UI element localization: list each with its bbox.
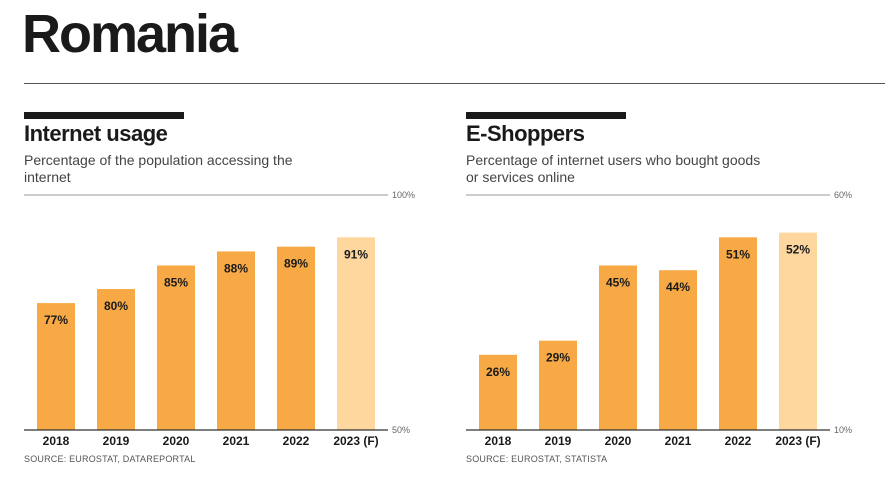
x-tick-label: 2019 xyxy=(545,434,572,448)
chart-subtitle: Percentage of the population accessing t… xyxy=(24,152,293,185)
chart-title: E-Shoppers xyxy=(466,121,585,146)
y-tick-label: 100% xyxy=(392,190,415,200)
data-label: 26% xyxy=(486,365,510,379)
e-shoppers-panel: E-Shoppers Percentage of internet users … xyxy=(466,112,866,472)
x-tick-label: 2020 xyxy=(163,434,190,448)
data-label: 52% xyxy=(786,243,810,257)
x-tick-label: 2018 xyxy=(485,434,512,448)
x-tick-label: 2023 (F) xyxy=(333,434,378,448)
x-tick-label: 2020 xyxy=(605,434,632,448)
data-label: 88% xyxy=(224,261,248,275)
bar xyxy=(599,265,637,430)
bar xyxy=(719,237,757,430)
bar xyxy=(217,251,255,430)
data-label: 91% xyxy=(344,247,368,261)
data-label: 89% xyxy=(284,257,308,271)
data-label: 29% xyxy=(546,351,570,365)
chart-source: SOURCE: EUROSTAT, DATAREPORTAL xyxy=(24,454,196,464)
page-title: Romania xyxy=(22,4,238,64)
bar xyxy=(37,303,75,430)
e-shoppers-chart: 60% 26% 2018 29% 2019 45% 2020 44% 2021 51% 2022 52… xyxy=(466,190,852,448)
data-label: 44% xyxy=(666,280,690,294)
bar xyxy=(277,246,315,430)
chart-source: SOURCE: EUROSTAT, STATISTA xyxy=(466,454,608,464)
data-label: 80% xyxy=(104,299,128,313)
data-label: 45% xyxy=(606,276,630,290)
y-tick-label: 60% xyxy=(834,190,852,200)
chart-title: Internet usage xyxy=(24,121,168,146)
x-tick-label: 2021 xyxy=(223,434,250,448)
bar xyxy=(539,340,577,430)
internet-usage-chart: 100% 77% 2018 80% 2019 85% 2020 88% 2021 89% 2022 9… xyxy=(24,190,415,448)
x-tick-label: 2019 xyxy=(103,434,130,448)
x-tick-label: 2021 xyxy=(665,434,692,448)
bar xyxy=(97,289,135,430)
y-tick-label: 50% xyxy=(392,425,410,435)
x-tick-label: 2022 xyxy=(283,434,310,448)
x-tick-label: 2023 (F) xyxy=(775,434,820,448)
x-tick-label: 2018 xyxy=(43,434,70,448)
data-label: 77% xyxy=(44,313,68,327)
x-tick-label: 2022 xyxy=(725,434,752,448)
y-tick-label: 10% xyxy=(834,425,852,435)
data-label: 51% xyxy=(726,247,750,261)
panel-accent-bar xyxy=(466,112,626,119)
bar xyxy=(157,265,195,430)
bar xyxy=(337,237,375,430)
bar xyxy=(779,232,817,430)
bar xyxy=(659,270,697,430)
title-divider xyxy=(24,83,885,84)
panel-accent-bar xyxy=(24,112,184,119)
data-label: 85% xyxy=(164,276,188,290)
internet-usage-panel: Internet usage Percentage of the populat… xyxy=(24,112,424,472)
bar xyxy=(479,354,517,430)
chart-subtitle: Percentage of internet users who bought … xyxy=(466,152,761,185)
